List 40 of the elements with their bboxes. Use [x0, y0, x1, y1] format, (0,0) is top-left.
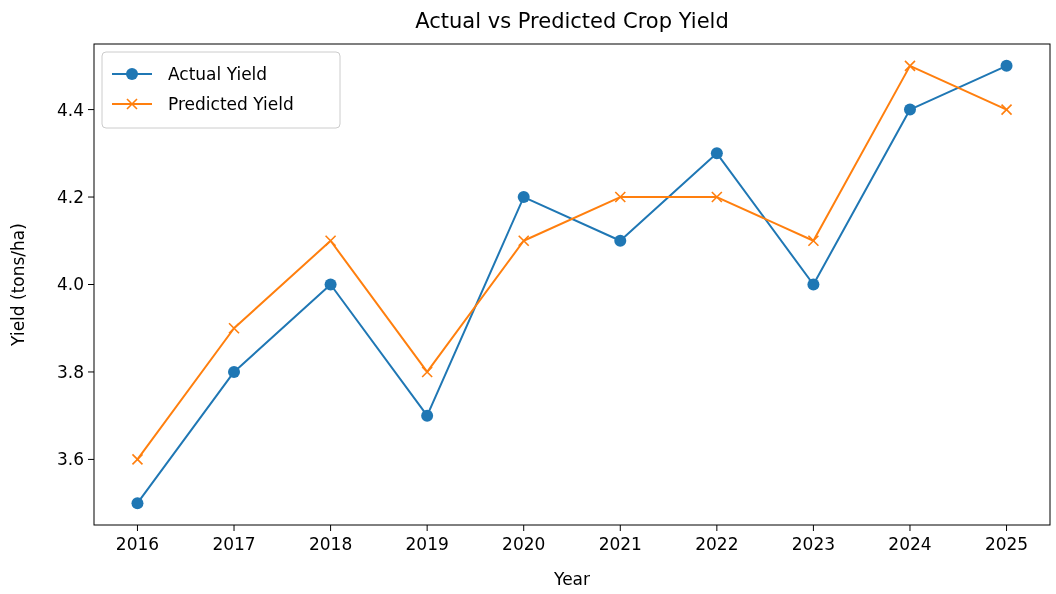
x-tick-label: 2021 — [598, 534, 642, 554]
y-tick-label: 3.8 — [56, 361, 84, 382]
point — [904, 60, 916, 72]
point — [614, 234, 627, 247]
legend-label: Predicted Yield — [168, 93, 294, 114]
point — [421, 409, 434, 422]
point — [324, 234, 337, 247]
point — [421, 366, 433, 378]
point — [614, 191, 627, 203]
point — [807, 234, 820, 247]
point — [131, 497, 144, 510]
x-tick-label: 2019 — [405, 534, 449, 554]
point — [710, 147, 723, 160]
x-tick-label: 2023 — [791, 534, 836, 554]
x-tick-label: 2016 — [115, 534, 160, 554]
chart-title: Actual vs Predicted Crop Yield — [415, 9, 729, 33]
point — [228, 365, 241, 378]
x-tick-label: 2024 — [888, 534, 932, 554]
y-tick-label: 4.0 — [56, 274, 84, 295]
point — [131, 453, 144, 466]
point — [711, 191, 723, 203]
x-tick-label: 2018 — [308, 534, 353, 554]
point — [807, 278, 820, 291]
x-tick-label: 2017 — [212, 534, 256, 554]
y-tick-label: 4.4 — [56, 99, 84, 120]
point — [324, 278, 337, 291]
x-tick-label: 2025 — [984, 534, 1029, 554]
x-axis-title: Year — [553, 569, 590, 589]
point — [228, 322, 240, 335]
y-axis-title: Yield (tons/ha) — [8, 223, 28, 347]
point — [1000, 103, 1013, 116]
x-tick-label: 2020 — [502, 534, 546, 554]
x-tick-label: 2022 — [695, 534, 739, 554]
point — [1000, 59, 1013, 72]
point — [903, 103, 916, 116]
legend-label: Actual Yield — [168, 63, 268, 84]
y-tick-label: 4.2 — [56, 187, 84, 207]
point — [517, 191, 530, 204]
point — [517, 234, 530, 247]
y-tick-label: 3.6 — [56, 449, 84, 470]
